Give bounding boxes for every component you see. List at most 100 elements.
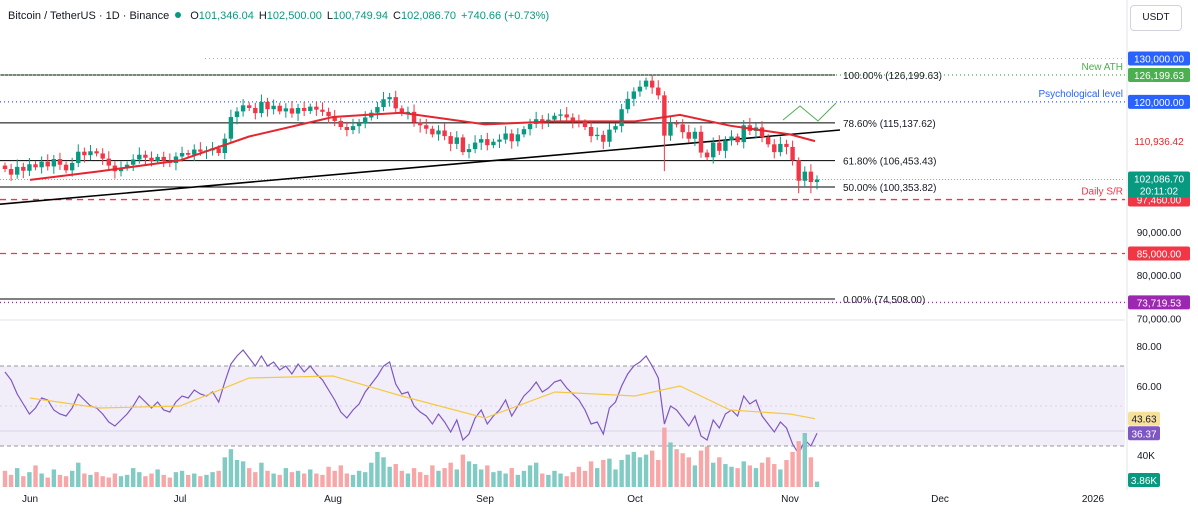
volume-bar — [552, 470, 557, 487]
candle-body — [491, 141, 496, 146]
volume-bar — [546, 474, 551, 487]
rsi-pane — [0, 349, 1125, 456]
volume-bar — [515, 474, 521, 487]
volume-bar — [558, 473, 563, 487]
candle-body — [424, 125, 429, 129]
volume-bar — [369, 462, 374, 487]
candle-body — [63, 164, 69, 171]
volume-bar — [497, 470, 502, 487]
volume-bar — [765, 457, 771, 487]
volume-bar — [729, 466, 734, 487]
low-label: L — [326, 10, 333, 22]
candle-body — [723, 140, 728, 151]
time-tick-label: Sep — [476, 494, 494, 505]
candle-body — [448, 136, 453, 144]
candle-body — [344, 126, 350, 131]
rsi-tick-label: 80.00 — [1136, 342, 1161, 353]
volume-bar — [253, 472, 258, 487]
candle-body — [717, 142, 722, 151]
rsi-band — [0, 366, 1125, 446]
volume-bar — [179, 470, 185, 487]
volume-bar — [582, 470, 588, 487]
candle-body — [778, 143, 783, 153]
high-value: 102,500.00 — [266, 10, 322, 22]
volume-bar — [314, 473, 319, 487]
volume-bar — [161, 474, 166, 487]
level-label: Psychological level — [1039, 89, 1124, 100]
volume-bar — [375, 451, 380, 487]
volume-bar — [686, 457, 691, 487]
candle-body — [527, 123, 533, 130]
round-level-tag: 130,000.00 — [1134, 55, 1184, 66]
rsi-tag-bg — [1128, 426, 1160, 441]
candle-body — [326, 111, 331, 117]
volume-bar — [320, 474, 325, 487]
candle-body — [411, 111, 417, 123]
time-tick-label: Jun — [22, 494, 38, 505]
candle-body — [613, 126, 618, 130]
volume-bar — [430, 465, 435, 487]
candle-body — [558, 114, 563, 116]
volume-bar — [308, 469, 313, 487]
volume-bar — [112, 473, 118, 487]
candle-body — [137, 154, 142, 160]
time-tick-label: Nov — [781, 494, 799, 505]
volume-bar — [411, 468, 417, 487]
candle-body — [686, 132, 691, 139]
candle-body — [21, 166, 26, 171]
level-tag: 97,460.00 — [1137, 196, 1182, 207]
currency-button[interactable]: USDT — [1130, 5, 1182, 31]
volume-bar — [100, 476, 105, 487]
chart-header: Bitcoin / TetherUS · 1D · Binance O101,34… — [8, 10, 549, 22]
candle-body — [454, 137, 459, 144]
volume-bar — [247, 468, 252, 487]
volume-bar — [234, 460, 240, 487]
price-pane — [0, 75, 841, 205]
candle-body — [735, 136, 740, 143]
volume-bar — [185, 474, 191, 487]
volume-bar — [259, 462, 264, 487]
volume-bar — [741, 461, 746, 487]
volume-bar — [356, 470, 362, 487]
high-label: H — [258, 10, 267, 22]
level-tag-bg — [1128, 68, 1190, 82]
volume-bar — [131, 468, 136, 487]
volume-bar — [570, 472, 575, 487]
rsi-tag: 36.37 — [1131, 429, 1156, 440]
volume-bar — [57, 474, 63, 487]
volume-bar — [509, 468, 514, 487]
volume-bar — [717, 457, 722, 487]
candle-body — [88, 151, 93, 156]
candle-body — [228, 117, 234, 139]
candle-body — [649, 80, 655, 88]
candle-body — [759, 127, 765, 137]
volume-bar — [295, 470, 301, 487]
candle-body — [161, 156, 166, 161]
candle-body — [692, 131, 698, 139]
volume-tag-bg — [1128, 473, 1160, 487]
candle-body — [784, 143, 789, 147]
candle-body — [808, 171, 814, 183]
volume-bar — [436, 470, 441, 487]
volume-tag: 3.86K — [1131, 476, 1157, 487]
volume-bar — [454, 469, 459, 487]
candle-body — [247, 105, 252, 108]
fib-level-label: 78.60% (115,137.62) — [843, 119, 936, 130]
round-level-tag-bg — [1128, 51, 1190, 66]
candle-body — [540, 119, 545, 122]
volume-bar — [143, 476, 148, 487]
time-tick-label: Dec — [931, 494, 949, 505]
candle-body — [552, 115, 557, 120]
volume-bar — [588, 461, 594, 487]
candle-body — [662, 95, 667, 136]
candle-body — [314, 106, 319, 110]
symbol-title[interactable]: Bitcoin / TetherUS · 1D · Binance — [8, 10, 170, 22]
candle-body — [149, 157, 154, 162]
volume-bar — [399, 470, 405, 487]
levels: 100.00% (126,199.63) 78.60% (115,137.62) 6… — [0, 58, 1125, 306]
volume-bar — [63, 476, 69, 487]
volume-bar — [15, 468, 20, 487]
price-axis: 130,000.00 126,199.63 120,000.00 97,460.00 8… — [1128, 51, 1190, 487]
volume-bar — [363, 472, 368, 487]
volume-bar — [210, 472, 215, 487]
